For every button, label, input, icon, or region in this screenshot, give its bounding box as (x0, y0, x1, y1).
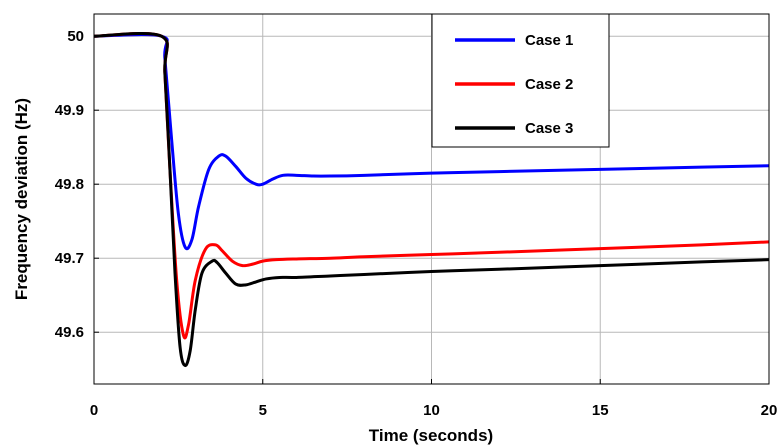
y-tick-label: 49.8 (55, 176, 84, 193)
y-tick-label: 49.6 (55, 324, 84, 341)
y-axis-label: Frequency deviation (Hz) (12, 98, 31, 300)
legend: Case 1 Case 2 Case 3 (431, 13, 610, 148)
legend-label-case-3: Case 3 (525, 120, 573, 137)
series-line-case-3 (93, 31, 770, 367)
y-axis-ticks: 49.6 49.7 49.8 49.9 50 (55, 28, 99, 341)
legend-label-case-1: Case 1 (525, 32, 573, 49)
x-axis-label: Time (seconds) (369, 426, 493, 445)
x-tick-label: 0 (90, 402, 98, 419)
x-tick-label: 5 (259, 402, 267, 419)
y-tick-label: 50 (67, 28, 84, 45)
series-lines (93, 31, 770, 367)
legend-box (431, 13, 610, 148)
y-tick-label: 49.7 (55, 250, 84, 267)
series-line-case-1 (93, 33, 770, 251)
x-axis-ticks: 0 5 10 15 20 (90, 379, 778, 419)
x-tick-label: 20 (761, 402, 778, 419)
y-tick-label: 49.9 (55, 102, 84, 119)
legend-label-case-2: Case 2 (525, 76, 573, 93)
x-tick-label: 15 (592, 402, 609, 419)
x-tick-label: 10 (423, 402, 440, 419)
